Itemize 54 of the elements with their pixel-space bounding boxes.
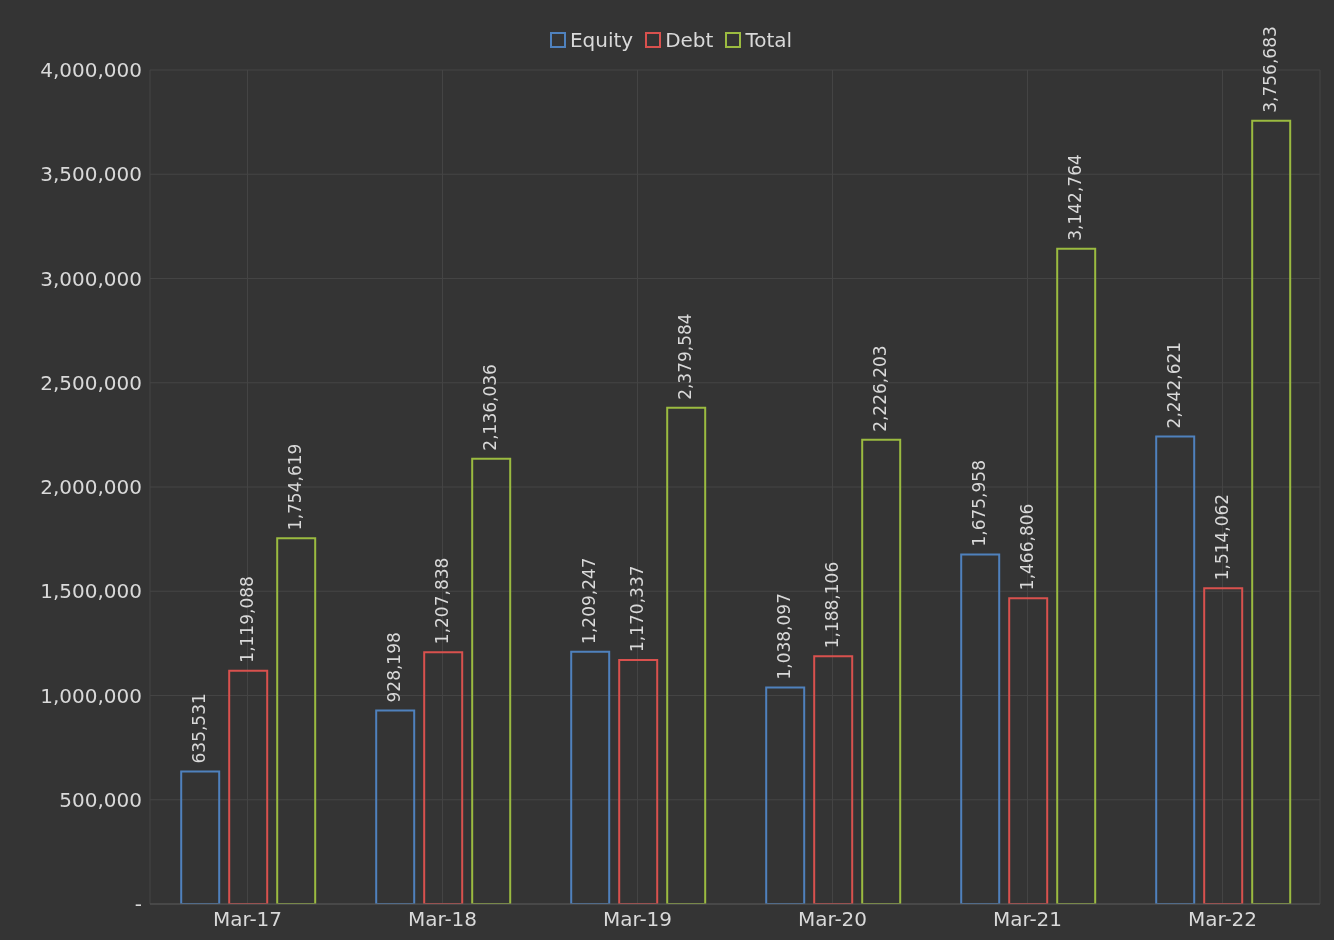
bar (666, 406, 707, 904)
data-label: 2,242,621 (1164, 341, 1185, 429)
bar (618, 658, 659, 904)
data-label: 1,754,619 (285, 443, 306, 531)
x-tick-label: Mar-21 (992, 907, 1063, 932)
y-tick-label: 500,000 (59, 787, 142, 812)
data-label: 1,038,097 (774, 593, 795, 680)
data-label: 2,379,584 (675, 313, 696, 400)
bar (375, 709, 416, 904)
data-label: 3,142,764 (1065, 154, 1086, 241)
data-label: 1,170,337 (627, 565, 648, 652)
data-label: 2,226,203 (870, 345, 891, 432)
x-tick-label: Mar-17 (212, 907, 283, 932)
x-tick-label: Mar-19 (602, 907, 673, 932)
bar (1251, 119, 1292, 904)
data-label: 1,466,806 (1017, 503, 1038, 591)
bar (276, 537, 317, 904)
data-label: 1,119,088 (237, 576, 258, 663)
x-tick-label: Mar-18 (407, 907, 478, 932)
y-tick-label: 3,000,000 (40, 266, 142, 291)
data-label: 1,675,958 (969, 460, 990, 547)
y-tick-label: 2,500,000 (40, 370, 142, 395)
data-label: 3,756,683 (1260, 26, 1281, 113)
y-tick-label: 3,500,000 (40, 162, 142, 187)
data-label: 1,514,062 (1212, 493, 1233, 581)
data-label: 1,207,838 (432, 557, 453, 645)
legend-label: Total (745, 28, 793, 52)
bar (813, 655, 854, 904)
bar (1008, 597, 1049, 904)
y-tick-label: 4,000,000 (40, 58, 142, 83)
bar (471, 457, 512, 904)
bar (1056, 247, 1097, 904)
legend-label: Debt (665, 28, 714, 52)
data-label: 1,209,247 (579, 557, 600, 644)
y-tick-label: 2,000,000 (40, 475, 142, 500)
bar (960, 553, 1001, 904)
bar (765, 686, 806, 904)
x-tick-label: Mar-22 (1187, 907, 1258, 932)
x-tick-label: Mar-20 (797, 907, 868, 932)
bar (1155, 435, 1196, 904)
bar (423, 651, 464, 904)
y-tick-label: 1,000,000 (40, 683, 142, 708)
data-label: 928,198 (384, 632, 405, 703)
bar (228, 669, 269, 904)
legend-label: Equity (569, 28, 634, 52)
y-tick-label: - (134, 892, 142, 917)
bar (570, 650, 611, 904)
bar (1203, 587, 1244, 904)
bar (861, 438, 902, 904)
data-label: 2,136,036 (480, 364, 501, 451)
data-label: 635,531 (189, 693, 210, 764)
y-tick-label: 1,500,000 (40, 579, 142, 604)
data-label: 1,188,106 (822, 561, 843, 649)
bar (180, 770, 221, 904)
